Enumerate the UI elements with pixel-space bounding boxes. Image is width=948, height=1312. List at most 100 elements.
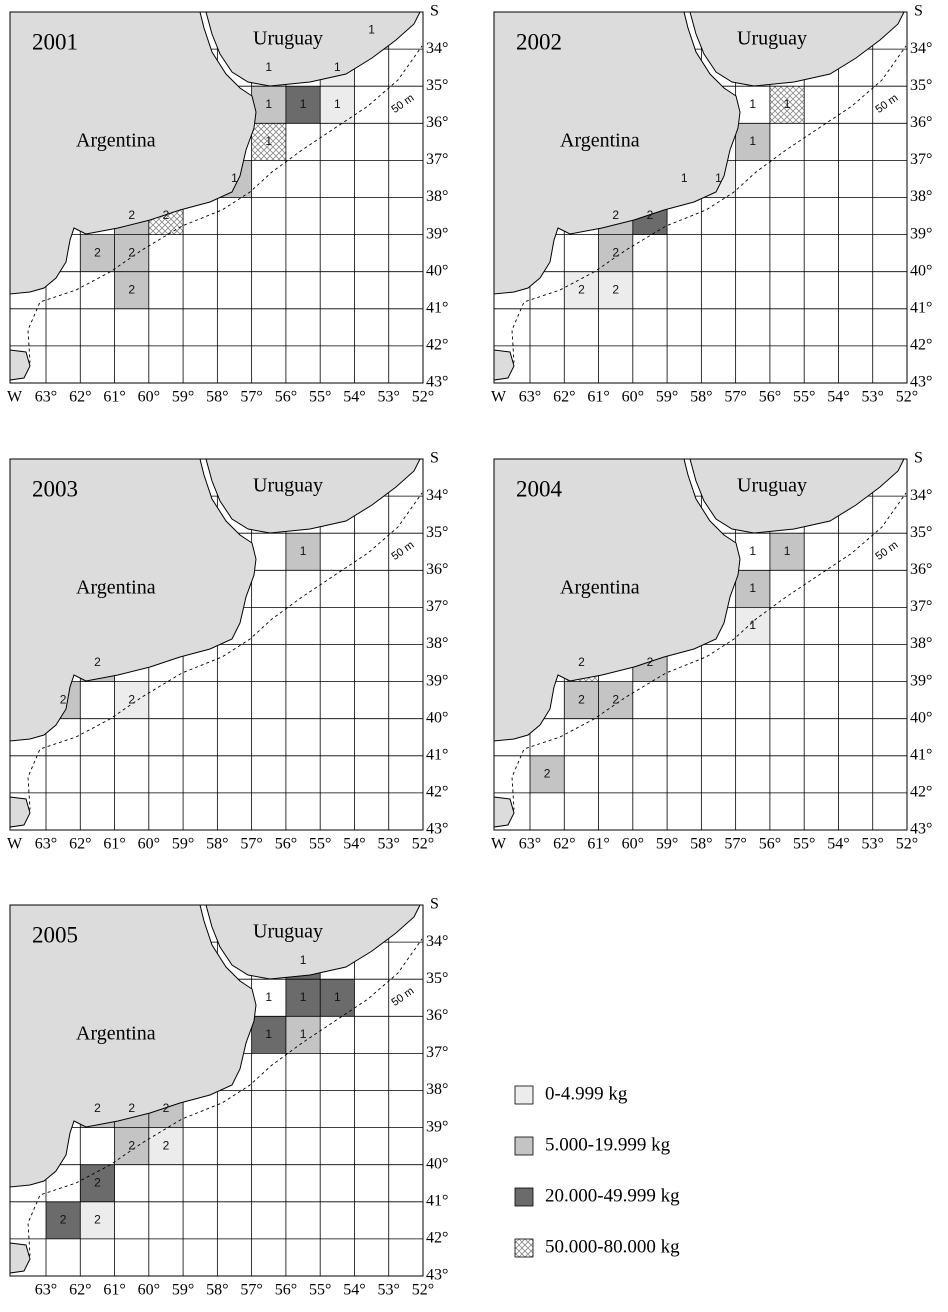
cell-label: 2 (612, 245, 619, 259)
country-label: Uruguay (253, 475, 323, 497)
lat-label: 40° (426, 262, 448, 279)
catch-cell (80, 1164, 115, 1202)
lon-label: 60° (138, 1282, 160, 1299)
lon-label: 62° (69, 836, 91, 853)
cell-label: 1 (749, 618, 756, 632)
cell-label: 2 (128, 692, 135, 706)
lon-label: 54° (827, 389, 849, 406)
lat-label: 37° (426, 598, 448, 615)
lon-label: 63° (35, 389, 57, 406)
catch-cell (80, 234, 115, 272)
year-label: 2001 (32, 29, 78, 54)
land-uruguay (205, 458, 421, 534)
lat-label: 42° (426, 1230, 448, 1247)
lat-label: 43° (910, 821, 932, 838)
land-argentina (9, 11, 257, 295)
cell-label: 2 (94, 1213, 101, 1227)
cell-label: 1 (715, 171, 722, 185)
legend-swatch (514, 1187, 534, 1207)
lon-label: 56° (759, 389, 781, 406)
lon-label: 56° (275, 1282, 297, 1299)
lat-label: 40° (426, 709, 448, 726)
land-uruguay (205, 904, 421, 980)
lon-label: 52° (896, 836, 918, 853)
cell-label: 1 (749, 134, 756, 148)
country-label: Uruguay (737, 475, 807, 497)
lon-label: 61° (587, 836, 609, 853)
catch-cell (735, 570, 770, 608)
lon-label: 62° (553, 389, 575, 406)
catch-cell (564, 681, 599, 719)
cell-label: 1 (265, 134, 272, 148)
lat-label: 39° (426, 672, 448, 689)
land-island (9, 796, 31, 828)
axis-label: S (430, 896, 439, 913)
country-label: Argentina (560, 577, 640, 599)
lat-label: 36° (910, 114, 932, 131)
catch-cell (251, 123, 286, 161)
lat-label: 40° (910, 709, 932, 726)
lon-label: 52° (412, 836, 434, 853)
lat-label: 42° (910, 337, 932, 354)
legend-label: 5.000-19.999 kg (545, 1134, 671, 1155)
lon-label: 58° (206, 1282, 228, 1299)
land-island (9, 1242, 31, 1274)
cell-label: 2 (94, 655, 101, 669)
lon-label: 58° (690, 836, 712, 853)
lat-label: 37° (910, 598, 932, 615)
lat-label: 36° (426, 1007, 448, 1024)
catch-cell (285, 533, 321, 571)
lat-label: 38° (426, 1081, 448, 1098)
lat-label: 39° (426, 1118, 448, 1135)
axis-label: W (491, 389, 507, 406)
axis-label: S (914, 450, 923, 467)
lat-label: 38° (910, 635, 932, 652)
lat-label: 41° (426, 299, 448, 316)
cell-label: 1 (300, 953, 307, 967)
cell-label: 1 (334, 60, 341, 74)
lon-label: 54° (343, 389, 365, 406)
country-label: Argentina (76, 130, 156, 152)
lon-label: 55° (793, 836, 815, 853)
lon-label: 60° (622, 836, 644, 853)
cell-label: 2 (94, 1101, 101, 1115)
lat-label: 41° (910, 746, 932, 763)
country-label: Argentina (560, 130, 640, 152)
year-label: 2002 (516, 29, 562, 54)
axis-label: S (430, 3, 439, 20)
land-island (493, 796, 515, 828)
catch-cell (735, 123, 770, 161)
lon-label: 53° (378, 1282, 400, 1299)
lat-label: 34° (426, 40, 448, 57)
lon-label: 53° (862, 836, 884, 853)
lon-label: 58° (206, 836, 228, 853)
lon-label: 61° (103, 836, 125, 853)
legend-label: 50.000-80.000 kg (545, 1236, 680, 1257)
catch-cell (769, 533, 805, 571)
cell-label: 2 (128, 1101, 135, 1115)
lon-label: 58° (690, 389, 712, 406)
land-uruguay (689, 11, 905, 87)
legend-swatch (514, 1085, 534, 1105)
isobath (495, 45, 907, 381)
catch-cell (285, 86, 321, 124)
lon-label: 58° (206, 389, 228, 406)
catch-cell (251, 86, 286, 124)
catch-cell (598, 271, 633, 309)
lat-label: 42° (426, 784, 448, 801)
land-uruguay (689, 458, 905, 534)
catch-cell (114, 234, 149, 272)
lat-label: 35° (426, 970, 448, 987)
lon-label: 63° (519, 836, 541, 853)
catch-cell (251, 1016, 286, 1054)
cell-label: 2 (163, 1101, 170, 1115)
axis-label: W (491, 836, 507, 853)
lat-label: 38° (910, 188, 932, 205)
cell-label: 1 (300, 1027, 307, 1041)
cell-label: 2 (647, 655, 654, 669)
lon-label: 56° (275, 389, 297, 406)
